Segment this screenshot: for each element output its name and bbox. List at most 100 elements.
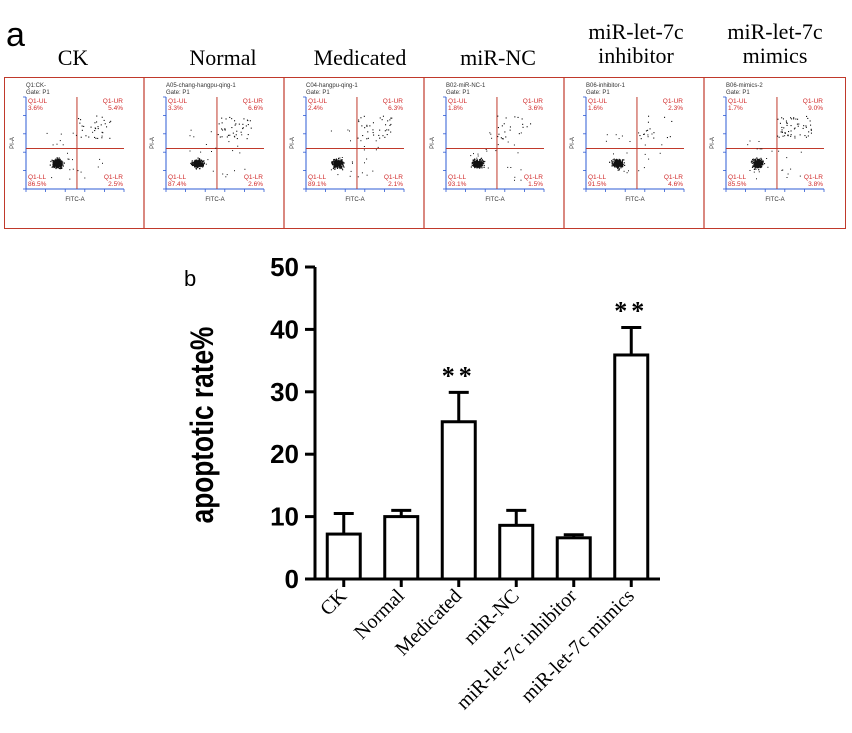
- event-dot: [757, 162, 759, 164]
- event-dot: [197, 157, 199, 159]
- event-dot: [479, 165, 481, 168]
- event-dot: [478, 164, 480, 166]
- event-dot: [61, 163, 63, 165]
- event-dot: [782, 169, 784, 171]
- event-dot: [210, 131, 212, 133]
- event-dot: [626, 152, 628, 154]
- event-dot: [245, 125, 247, 127]
- event-dot: [197, 162, 199, 164]
- event-dot: [80, 136, 82, 138]
- event-dot: [479, 166, 481, 168]
- event-dot: [80, 171, 82, 173]
- event-dot: [335, 162, 337, 164]
- event-dot: [192, 163, 194, 165]
- event-dot: [471, 162, 473, 164]
- event-dots: [747, 115, 812, 180]
- event-dot: [482, 163, 484, 165]
- event-dot: [620, 162, 622, 164]
- event-dot: [235, 134, 237, 136]
- event-dot: [483, 161, 485, 163]
- event-dot: [199, 164, 201, 166]
- event-dot: [333, 159, 336, 161]
- event-dot: [752, 161, 754, 163]
- event-dot: [753, 171, 755, 173]
- event-dot: [612, 159, 614, 161]
- event-dot: [758, 164, 760, 167]
- event-dot: [526, 126, 528, 128]
- quadrant-value-ul: 3.3%: [168, 105, 183, 112]
- event-dot: [54, 161, 56, 163]
- event-dot: [753, 163, 755, 165]
- event-dot: [200, 165, 202, 168]
- event-dot: [609, 161, 611, 163]
- quadrant-value-ul: 1.7%: [728, 105, 743, 112]
- event-dot: [55, 163, 57, 166]
- event-dot: [476, 164, 479, 166]
- event-dot: [241, 134, 243, 136]
- event-dot: [474, 158, 476, 160]
- event-dot: [804, 135, 806, 137]
- event-dot: [192, 164, 194, 166]
- event-dot: [342, 169, 344, 171]
- quadrant-tag-ur: Q1-UR: [243, 98, 264, 105]
- event-dot: [647, 129, 649, 131]
- event-dot: [796, 123, 798, 125]
- event-dot: [196, 163, 198, 165]
- event-dot: [611, 163, 613, 165]
- event-dot: [57, 159, 59, 161]
- event-dot: [619, 160, 621, 162]
- event-dot: [59, 160, 61, 162]
- event-dot: [762, 161, 764, 163]
- event-dot: [510, 167, 512, 168]
- event-dot: [335, 164, 337, 166]
- event-dot: [95, 137, 97, 139]
- event-dot: [612, 163, 614, 165]
- event-dot: [613, 165, 616, 167]
- event-dot: [517, 116, 519, 118]
- event-dot: [615, 162, 617, 164]
- event-dot: [221, 136, 223, 138]
- event-dot: [106, 126, 108, 128]
- event-dot: [336, 159, 338, 161]
- event-dot: [102, 132, 104, 134]
- event-dot: [501, 125, 503, 127]
- event-dot: [616, 159, 618, 161]
- event-dot: [372, 129, 374, 131]
- quadrant-tag-ul: Q1-UL: [448, 98, 468, 105]
- event-dot: [618, 138, 620, 140]
- significance-annotation: **: [614, 297, 648, 326]
- event-dot: [617, 166, 619, 168]
- event-dot: [335, 158, 337, 160]
- event-dot: [808, 131, 810, 133]
- event-dot: [55, 161, 57, 163]
- event-dot: [790, 135, 792, 137]
- event-dot: [618, 168, 620, 170]
- event-dot: [382, 135, 384, 137]
- event-dot: [778, 136, 780, 138]
- significance-annotation: **: [442, 361, 476, 390]
- event-dot: [752, 160, 754, 162]
- event-dot: [69, 178, 71, 180]
- event-dot: [233, 135, 235, 137]
- event-dot: [617, 169, 619, 171]
- event-dot: [479, 159, 481, 161]
- quadrant-tag-ur: Q1-UR: [803, 98, 824, 105]
- event-dot: [53, 161, 55, 163]
- event-dot: [474, 166, 476, 168]
- event-dot: [103, 119, 105, 121]
- event-dot: [219, 136, 221, 138]
- event-dot: [477, 161, 479, 163]
- event-dot: [238, 123, 240, 125]
- event-dot: [497, 127, 499, 129]
- event-dot: [384, 136, 386, 138]
- plot-y-label: PI-A: [570, 137, 576, 149]
- event-dot: [618, 158, 620, 160]
- quadrant-value-lr: 2.6%: [248, 181, 263, 188]
- event-dot: [653, 137, 655, 139]
- event-dot: [755, 168, 757, 170]
- event-dot: [339, 157, 341, 159]
- quadrant-value-ur: 2.3%: [668, 105, 683, 112]
- quadrant-value-ll: 87.4%: [168, 181, 187, 188]
- event-dot: [616, 166, 618, 168]
- event-dot: [514, 176, 516, 178]
